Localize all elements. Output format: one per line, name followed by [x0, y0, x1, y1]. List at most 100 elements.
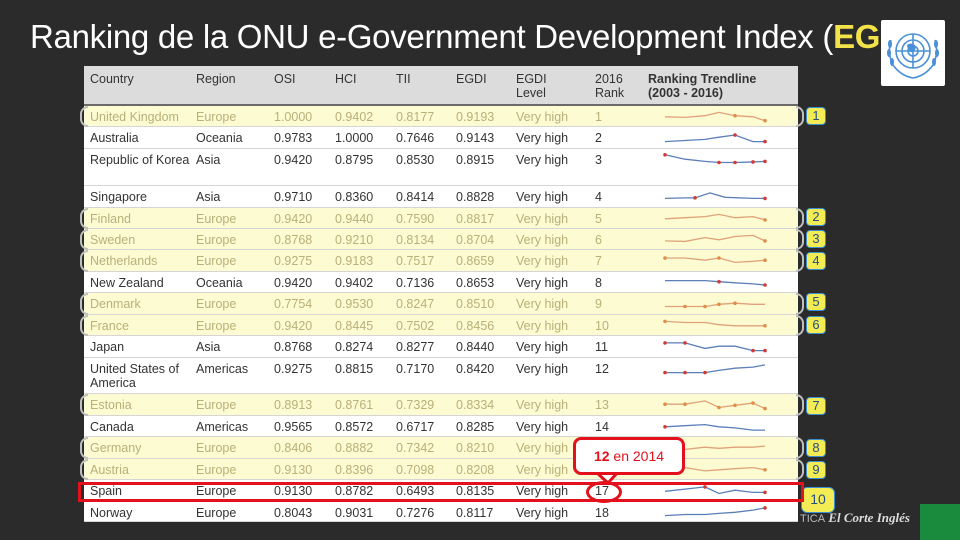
- rank-badge: 6: [806, 316, 826, 334]
- callout-rank: 12: [593, 448, 610, 464]
- cell-osi: 0.8768: [274, 233, 313, 247]
- trendline-sparkline: [664, 133, 767, 144]
- cell-hci: 0.9402: [335, 110, 374, 124]
- cell-country: Netherlands: [90, 254, 158, 268]
- trendline-sparkline: [664, 506, 767, 517]
- cell-hci: 0.8782: [335, 484, 374, 498]
- cell-region: Asia: [196, 340, 221, 354]
- trendline-sparkline: [663, 364, 766, 375]
- cell-hci: 0.9031: [335, 506, 374, 520]
- trendline-point: [763, 159, 767, 164]
- cell-country: Singapore: [90, 190, 147, 204]
- trendline-path: [664, 445, 766, 451]
- cell-region: Europe: [196, 398, 237, 412]
- cell-osi: 0.9420: [274, 153, 313, 167]
- spain-rank-circle: [586, 481, 622, 503]
- cell-level: Very high: [516, 110, 569, 124]
- trendline-point: [733, 403, 737, 408]
- row-highlight-bracket-left: [80, 293, 88, 315]
- cell-osi: 0.8768: [274, 340, 313, 354]
- trendline-path: [664, 111, 766, 122]
- cell-hci: 0.9402: [335, 276, 374, 290]
- cell-level: Very high: [516, 131, 569, 145]
- cell-country: Finland: [90, 212, 131, 226]
- cell-osi: 0.7754: [274, 297, 313, 311]
- cell-level: Very high: [516, 297, 569, 311]
- trendline-point: [763, 239, 767, 243]
- trendline-sparkline: [663, 153, 767, 165]
- trendline-point: [763, 283, 767, 287]
- trendline-point: [751, 401, 755, 405]
- row-highlight-bracket-left: [80, 437, 88, 459]
- cell-osi: 0.9130: [274, 484, 313, 498]
- cell-rank: 12: [595, 362, 609, 376]
- cell-osi: 0.9275: [274, 362, 313, 376]
- cell-level: Very high: [516, 319, 569, 333]
- trendline-point: [733, 301, 737, 305]
- egdi-ranking-table: Country Region OSI HCI TII EGDI EGDI Lev…: [84, 66, 798, 522]
- rank-badge: 1: [806, 107, 826, 125]
- trendline-point: [763, 324, 767, 328]
- trendline-point: [717, 256, 721, 260]
- cell-region: Oceania: [196, 131, 243, 145]
- cell-rank: 4: [595, 190, 602, 204]
- cell-region: Europe: [196, 484, 237, 498]
- trendline-point: [683, 370, 687, 375]
- cell-region: Europe: [196, 254, 237, 268]
- trendline-point: [717, 302, 721, 307]
- cell-rank: 3: [595, 153, 602, 167]
- row-highlight-bracket-left: [80, 208, 88, 229]
- cell-egdi: 0.8285: [456, 420, 495, 434]
- cell-country: United States of America: [90, 362, 179, 390]
- header-rank: 2016 Rank: [595, 72, 625, 100]
- table-row: Germany Europe 0.8406 0.8882 0.7342 0.8210 Ver…: [84, 437, 798, 459]
- cell-osi: 0.8913: [274, 398, 313, 412]
- trendline-path: [664, 486, 765, 495]
- cell-country: Germany: [90, 441, 142, 455]
- cell-osi: 0.9420: [274, 319, 313, 333]
- cell-level: Very high: [516, 398, 569, 412]
- cell-rank: 18: [595, 506, 609, 520]
- trendline-sparkline: [664, 111, 767, 123]
- cell-level: Very high: [516, 484, 569, 498]
- trendline-point: [663, 341, 667, 345]
- cell-egdi: 0.8135: [456, 484, 495, 498]
- cell-level: Very high: [516, 190, 569, 204]
- cell-egdi: 0.8208: [456, 463, 495, 477]
- spain-highlight-frame: [78, 482, 804, 502]
- cell-level: Very high: [516, 340, 569, 354]
- cell-hci: 0.8815: [335, 362, 374, 376]
- cell-rank: 13: [595, 398, 609, 412]
- table-row: Estonia Europe 0.8913 0.8761 0.7329 0.8334 Ver…: [84, 394, 798, 416]
- trendline-point: [663, 425, 667, 429]
- trendline-point: [763, 118, 767, 123]
- table-row: Norway Europe 0.8043 0.9031 0.7276 0.8117 Very…: [84, 502, 798, 522]
- trendline-point: [703, 370, 707, 375]
- logo-text: El Corte Inglés: [828, 510, 910, 525]
- cell-hci: 0.8274: [335, 340, 374, 354]
- cell-rank: 5: [595, 212, 602, 226]
- cell-egdi: 0.8210: [456, 441, 495, 455]
- cell-egdi: 0.9193: [456, 110, 495, 124]
- cell-level: Very high: [516, 441, 569, 455]
- cell-egdi: 0.9143: [456, 131, 495, 145]
- trendline-point: [763, 258, 767, 262]
- cell-region: Oceania: [196, 276, 243, 290]
- cell-egdi: 0.8334: [456, 398, 495, 412]
- trendline-point: [751, 348, 755, 353]
- rank-badge: 9: [806, 461, 826, 479]
- cell-region: Europe: [196, 319, 237, 333]
- row-highlight-bracket-right: [796, 229, 804, 250]
- cell-egdi: 0.8915: [456, 153, 495, 167]
- slide-title: Ranking de la ONU e-Government Developme…: [30, 18, 924, 55]
- cell-osi: 1.0000: [274, 110, 313, 124]
- rank-badge: 8: [806, 439, 826, 457]
- table-row: Australia Oceania 0.9783 1.0000 0.7646 0.9143…: [84, 127, 798, 149]
- un-emblem-icon: [881, 20, 945, 86]
- trendline-point: [663, 256, 667, 260]
- cell-tii: 0.8134: [396, 233, 435, 247]
- rank-2014-callout: 12 en 2014: [573, 437, 685, 475]
- header-tii: TII: [396, 72, 411, 86]
- cell-hci: 0.8396: [335, 463, 374, 477]
- trendline-point: [763, 348, 767, 353]
